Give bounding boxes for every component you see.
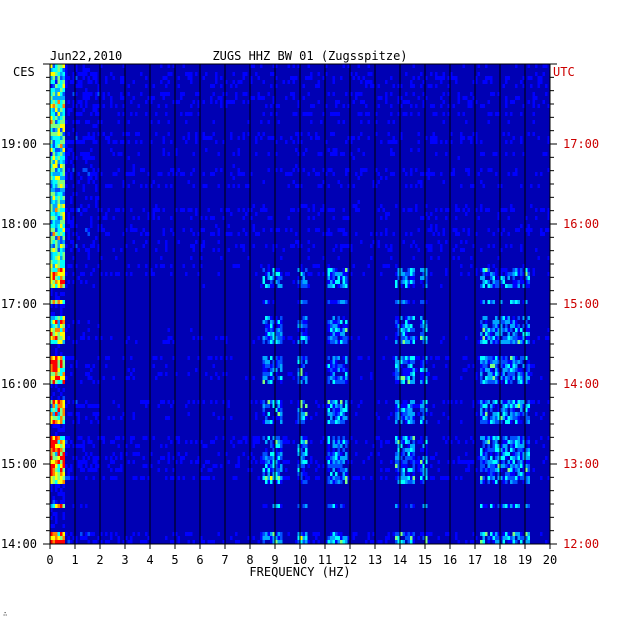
x-tick-label-14: 14 bbox=[393, 553, 407, 567]
y-right-tick-label-3: 14:00 bbox=[563, 377, 599, 391]
y-left-tick-label-3: 16:00 bbox=[1, 377, 37, 391]
x-tick-label-5: 5 bbox=[171, 553, 178, 567]
x-tick-label-10: 10 bbox=[293, 553, 307, 567]
y-right-tick-label-2: 15:00 bbox=[563, 297, 599, 311]
x-tick-label-1: 1 bbox=[71, 553, 78, 567]
x-tick-label-17: 17 bbox=[468, 553, 482, 567]
x-tick-label-15: 15 bbox=[418, 553, 432, 567]
y-left-tick-label-1: 18:00 bbox=[1, 217, 37, 231]
y-right-tick-label-1: 16:00 bbox=[563, 217, 599, 231]
x-tick-label-19: 19 bbox=[518, 553, 532, 567]
y-left-tick-label-2: 17:00 bbox=[1, 297, 37, 311]
station-title: ZUGS HHZ BW 01 (Zugsspitze) bbox=[212, 49, 407, 63]
y-left-tick-label-4: 15:00 bbox=[1, 457, 37, 471]
y-right-tick-label-5: 12:00 bbox=[563, 537, 599, 551]
x-tick-label-2: 2 bbox=[96, 553, 103, 567]
x-tick-label-9: 9 bbox=[271, 553, 278, 567]
right-timezone-label: UTC bbox=[553, 65, 575, 79]
axis-ticks: 0 1 2 3 4 5 6 7 8 9 10 11 12 13 14 15 16 17 18 19 2019:0018:… bbox=[1, 63, 599, 567]
x-tick-label-3: 3 bbox=[121, 553, 128, 567]
x-tick-label-11: 11 bbox=[318, 553, 332, 567]
footer-mark: ∴ bbox=[3, 610, 7, 618]
x-tick-label-6: 6 bbox=[196, 553, 203, 567]
x-axis-label: FREQUENCY (HZ) bbox=[249, 565, 350, 579]
y-left-tick-label-0: 19:00 bbox=[1, 137, 37, 151]
left-timezone-label: CES bbox=[13, 65, 35, 79]
x-tick-label-20: 20 bbox=[543, 553, 557, 567]
frequency-gridlines bbox=[49, 64, 551, 544]
date-label: Jun22,2010 bbox=[50, 49, 122, 63]
x-tick-label-13: 13 bbox=[368, 553, 382, 567]
x-tick-label-18: 18 bbox=[493, 553, 507, 567]
x-tick-label-4: 4 bbox=[146, 553, 153, 567]
y-left-tick-label-5: 14:00 bbox=[1, 537, 37, 551]
x-tick-label-8: 8 bbox=[246, 553, 253, 567]
x-tick-label-16: 16 bbox=[443, 553, 457, 567]
y-right-tick-label-0: 17:00 bbox=[563, 137, 599, 151]
y-right-tick-label-4: 13:00 bbox=[563, 457, 599, 471]
x-tick-label-12: 12 bbox=[343, 553, 357, 567]
x-tick-label-0: 0 bbox=[46, 553, 53, 567]
x-tick-label-7: 7 bbox=[221, 553, 228, 567]
